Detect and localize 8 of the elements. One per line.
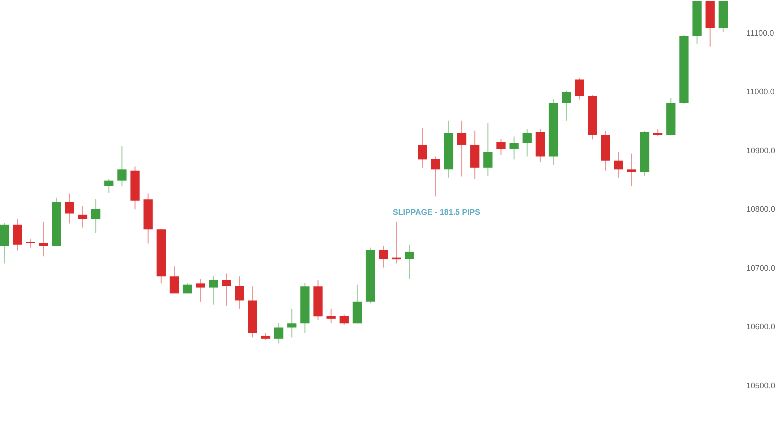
y-tick-label: 10900.0 — [746, 146, 776, 156]
annotation: SLIPPAGE - 181.5 PIPS — [393, 208, 482, 217]
y-tick-label: 11000.0 — [746, 88, 776, 97]
y-tick-label: 10800.0 — [746, 205, 776, 214]
y-tick-label: 10600.0 — [746, 322, 776, 332]
y-tick-label: 11100.0 — [746, 28, 775, 38]
y-tick-label: 10500.0 — [746, 381, 776, 390]
y-tick-label: 10700.0 — [746, 264, 776, 273]
